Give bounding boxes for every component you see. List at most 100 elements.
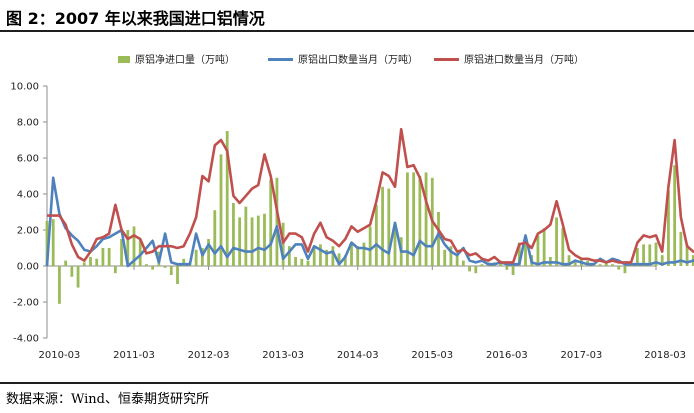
net-import-bar	[418, 176, 422, 266]
net-import-bar	[667, 190, 670, 266]
x-tick-label: 2012-03	[188, 350, 230, 361]
net-import-bar	[517, 242, 521, 266]
net-import-bar	[269, 179, 273, 266]
net-import-bar	[145, 264, 148, 266]
net-import-bar	[256, 215, 260, 266]
net-import-bar	[368, 226, 372, 266]
legend-swatch-net-import	[118, 56, 130, 63]
net-import-bar	[381, 186, 384, 266]
y-tick-label: -2.00	[13, 298, 39, 309]
net-import-bar	[679, 231, 683, 266]
y-tick-label: -4.00	[13, 334, 39, 345]
net-import-bar	[207, 239, 210, 266]
net-import-bar	[461, 260, 465, 266]
net-import-bar	[244, 206, 248, 266]
net-import-bar	[374, 204, 378, 266]
net-import-bar	[76, 266, 80, 288]
x-tick-label: 2014-03	[337, 350, 379, 361]
net-import-bar	[393, 226, 397, 266]
page-title: 图 2：2007 年以来我国进口铝情况	[6, 9, 265, 28]
net-import-bar	[617, 266, 621, 270]
x-tick-label: 2011-03	[113, 350, 155, 361]
net-import-bar	[238, 217, 242, 266]
net-import-bar	[406, 172, 409, 266]
net-import-bar	[660, 255, 664, 266]
net-import-bar	[294, 257, 297, 266]
net-import-bar	[163, 266, 167, 268]
net-import-bar	[648, 244, 652, 266]
net-import-bar	[524, 244, 527, 266]
source-note: 数据来源：Wind、恒泰期货研究所	[6, 392, 209, 407]
net-import-bar	[356, 246, 360, 266]
net-import-bar	[642, 244, 645, 266]
net-import-bar	[505, 266, 509, 270]
net-import-bar	[567, 255, 571, 266]
x-tick-label: 2016-03	[486, 350, 528, 361]
x-tick-label: 2010-03	[39, 350, 81, 361]
title-divider	[0, 30, 694, 32]
y-tick-label: 10.00	[10, 82, 39, 93]
net-import-bar	[107, 248, 111, 266]
net-import-bar	[275, 177, 279, 266]
net-import-bar	[542, 228, 546, 266]
net-import-bar	[45, 221, 49, 266]
net-import-bar	[387, 188, 391, 266]
net-import-bar	[561, 228, 565, 266]
legend-label-net-import: 原铝净进口量（万吨）	[135, 53, 235, 66]
net-import-bars	[45, 131, 694, 304]
y-tick-label: 8.00	[17, 118, 39, 129]
net-import-bar	[306, 260, 310, 266]
net-import-bar	[213, 210, 217, 266]
net-import-bar	[449, 246, 453, 266]
chart-legend: 原铝净进口量（万吨） 原铝出口数量当月（万吨） 原铝进口数量当月（万吨）	[118, 53, 584, 66]
y-tick-label: 6.00	[17, 154, 39, 165]
legend-import[interactable]: 原铝进口数量当月（万吨）	[434, 53, 584, 66]
net-import-bar	[219, 154, 223, 266]
legend-export[interactable]: 原铝出口数量当月（万吨）	[268, 53, 418, 66]
y-tick-label: 4.00	[17, 190, 39, 201]
net-import-bar	[480, 264, 484, 266]
y-axis: -4.00 -2.00 0.00 2.00 4.00 6.00 8.00 10.00	[10, 82, 48, 345]
y-tick-label: 0.00	[17, 262, 39, 273]
net-import-bar	[232, 203, 235, 266]
net-import-bar	[611, 264, 614, 266]
net-import-bar	[113, 266, 117, 274]
net-import-bar	[287, 246, 291, 266]
net-import-bar	[511, 266, 515, 275]
net-import-bar	[437, 212, 440, 266]
net-import-bar	[350, 244, 353, 266]
net-import-bar	[468, 266, 471, 272]
net-import-bar	[319, 244, 322, 266]
net-import-bar	[151, 266, 155, 270]
net-import-bar	[604, 262, 608, 266]
aluminum-import-chart: 原铝净进口量（万吨） 原铝出口数量当月（万吨） 原铝进口数量当月（万吨） -4.…	[10, 53, 694, 361]
net-import-bar	[225, 131, 229, 266]
legend-net-import[interactable]: 原铝净进口量（万吨）	[118, 53, 235, 66]
net-import-bar	[169, 266, 173, 275]
net-import-bar	[281, 222, 285, 266]
export-line	[45, 176, 694, 268]
net-import-bar	[635, 248, 639, 266]
net-import-bar	[325, 249, 329, 266]
net-import-bar	[120, 239, 123, 266]
net-import-bar	[685, 244, 689, 266]
net-import-bar	[200, 248, 204, 266]
net-import-bar	[331, 246, 335, 266]
net-import-bar	[654, 242, 658, 266]
x-tick-label: 2013-03	[262, 350, 304, 361]
net-import-bar	[263, 213, 266, 266]
net-import-bar	[412, 172, 416, 266]
legend-label-export: 原铝出口数量当月（万吨）	[298, 53, 418, 66]
net-import-bar	[138, 239, 142, 266]
net-import-bar	[58, 266, 61, 304]
net-import-bar	[51, 219, 55, 266]
net-import-bar	[82, 262, 86, 266]
net-import-bar	[424, 172, 428, 266]
net-import-bar	[126, 230, 130, 266]
net-import-bar	[555, 217, 558, 266]
y-tick-label: 2.00	[17, 226, 39, 237]
net-import-bar	[623, 266, 627, 274]
net-import-bar	[89, 257, 92, 266]
net-import-bar	[362, 242, 366, 266]
series-lines	[45, 127, 694, 268]
